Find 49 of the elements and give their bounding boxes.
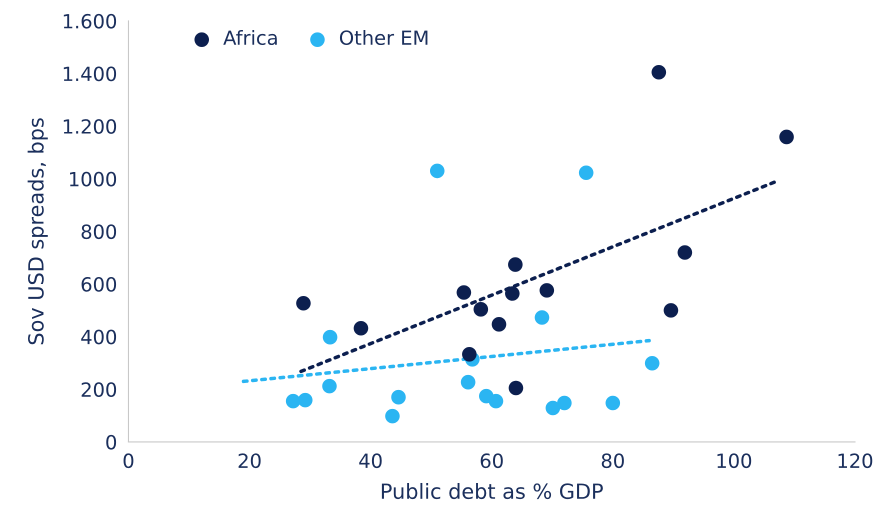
- point: [606, 396, 620, 410]
- legend-label: Other EM: [340, 30, 428, 46]
- point: [664, 303, 678, 318]
- point: [578, 165, 594, 180]
- y-tick-label: 1.400: [64, 66, 116, 82]
- point: [644, 356, 660, 371]
- point: [492, 317, 506, 332]
- point: [546, 400, 560, 416]
- point: [430, 164, 445, 178]
- x-axis-title: Public debt as % GDP: [382, 482, 603, 500]
- point: [540, 283, 554, 298]
- x-tick-label: 120: [838, 453, 872, 468]
- point: [474, 302, 488, 317]
- y-tick-label: 0: [106, 434, 116, 450]
- point: [779, 130, 794, 144]
- point: [322, 378, 337, 394]
- y-tick-label: 1000: [70, 172, 116, 186]
- point: [557, 396, 572, 410]
- point: [488, 394, 504, 408]
- y-tick-label: 1.600: [64, 14, 116, 29]
- x-tick-label: 40: [359, 453, 382, 468]
- point: [298, 392, 313, 408]
- y-tick-label: 600: [82, 277, 116, 292]
- point: [286, 394, 300, 408]
- point: [678, 245, 692, 260]
- point: [462, 347, 477, 362]
- legend-label: Africa: [223, 30, 277, 46]
- y-tick-label: 400: [81, 330, 116, 344]
- point: [508, 380, 524, 396]
- x-tick-label: 80: [602, 453, 624, 468]
- x-tick-label: 100: [717, 453, 752, 468]
- point: [460, 374, 476, 390]
- point: [391, 390, 406, 404]
- y-tick-label: 800: [82, 224, 116, 240]
- x-tick-label: 0: [124, 453, 134, 468]
- x-tick-label: 20: [238, 453, 261, 468]
- y-tick-label: 1.200: [64, 119, 116, 134]
- point: [652, 64, 666, 80]
- y-axis-title: Sov USD spreads, bps: [28, 118, 48, 344]
- point: [385, 408, 400, 424]
- point: [296, 296, 311, 311]
- point: [456, 285, 472, 300]
- y-tick-label: 200: [82, 382, 116, 397]
- point: [354, 320, 368, 336]
- point: [534, 310, 550, 325]
- x-tick-label: 60: [480, 453, 503, 468]
- point: [505, 286, 520, 301]
- point: [508, 257, 523, 272]
- point: [322, 330, 338, 344]
